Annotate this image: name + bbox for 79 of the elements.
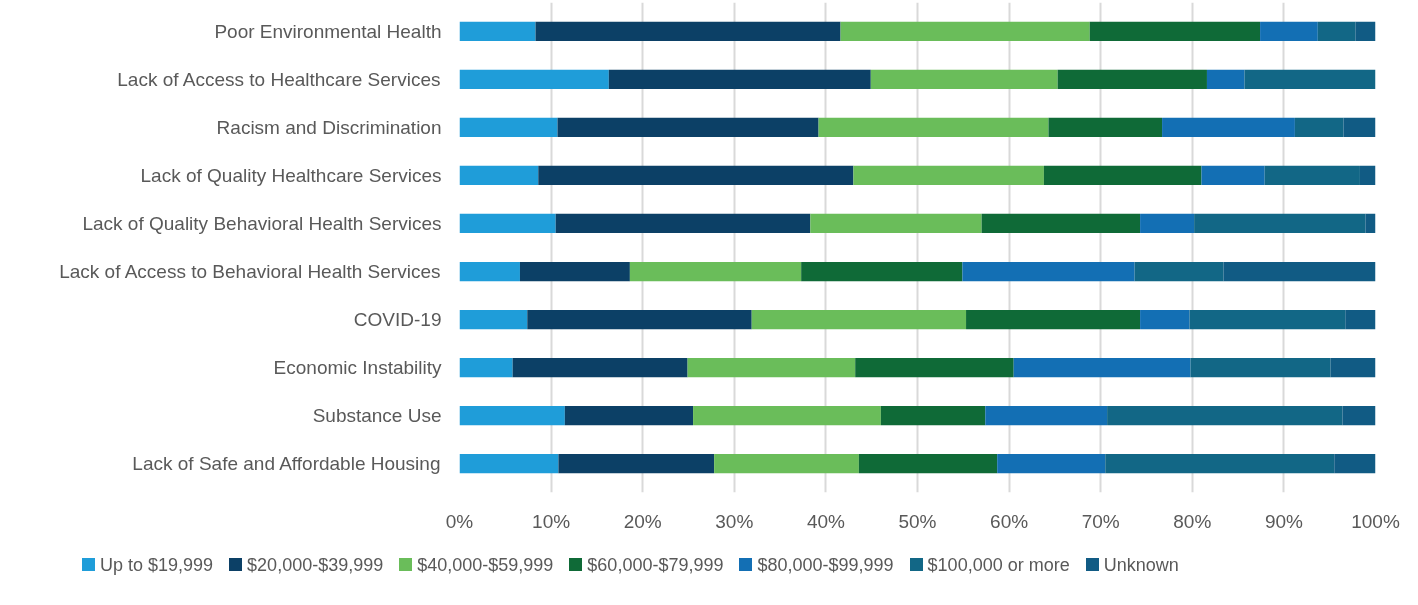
y-tick-label: Lack of Quality Behavioral Health Services [82,212,442,234]
bar [870,69,1058,89]
bar [1244,69,1376,89]
legend-label: $100,000 or more [926,555,1070,575]
y-tick-label: Substance Use [312,405,442,427]
bar [1013,357,1191,378]
x-tick-label: 90% [1264,510,1304,532]
legend-label: $80,000-$99,999 [756,555,894,575]
y-tick-label: Racism and Discrimination [216,116,442,138]
bar [1048,117,1163,138]
x-tick-label: 10% [532,510,571,532]
bar [558,454,715,474]
bar [564,406,694,426]
y-tick-label: Lack of Safe and Affordable Housing [132,453,441,475]
bar [714,454,859,474]
bar [997,454,1106,474]
bar [966,309,1141,330]
x-tick-label: 30% [715,510,754,532]
bar [853,165,1044,186]
x-tick-label: 70% [1081,510,1120,532]
y-tick-label: Lack of Access to Behavioral Health Services [59,261,441,283]
bar [810,213,982,234]
bar [1057,69,1207,89]
bar [962,261,1135,282]
bar [985,406,1108,426]
bar [608,69,871,89]
bar [459,213,556,234]
bar [1140,309,1190,330]
bar [459,357,513,378]
bar [629,261,802,282]
bar [527,309,752,330]
bar [555,213,811,234]
legend-label: Unknown [1102,555,1179,575]
bar [459,454,559,474]
x-tick-label: 100% [1351,510,1400,532]
bar [519,261,630,282]
bar [459,21,536,41]
legend-label: $60,000-$79,999 [586,555,724,575]
bar [459,261,520,282]
bar [1089,21,1261,41]
y-tick-label: Lack of Access to Healthcare Services [117,68,441,90]
bar [801,261,963,282]
legend-label: $20,000-$39,999 [246,555,384,575]
bar [512,357,688,378]
y-tick-label: Poor Environmental Health [214,20,442,42]
bar [855,357,1014,378]
bar [1162,117,1295,138]
bar [459,165,539,186]
bar [459,309,528,330]
legend-label: $40,000-$59,999 [416,555,554,575]
y-tick-label: COVID-19 [353,309,442,331]
bar [535,21,841,41]
x-tick-label: 50% [898,510,937,532]
bar [459,69,609,89]
x-tick-label: 80% [1173,510,1212,532]
bar [557,117,819,138]
bar [538,165,854,186]
x-tick-label: 20% [623,510,662,532]
bar [818,117,1049,138]
y-tick-label: Economic Instability [273,357,442,379]
bar [858,454,998,474]
x-tick-label: 0% [445,510,474,532]
bar [981,213,1141,234]
bar [459,406,565,426]
x-tick-label: 60% [990,510,1029,532]
bar [1043,165,1202,186]
x-tick-label: 40% [806,510,846,532]
bar [459,117,558,138]
y-tick-label: Lack of Quality Healthcare Services [140,164,442,186]
legend-label: Up to $19,999 [99,555,214,575]
bar [1140,213,1195,234]
bar [751,309,967,330]
bar [1206,69,1245,89]
bar [1201,165,1265,186]
bar [687,357,856,378]
bar [840,21,1090,41]
bar [693,406,881,426]
bar [880,406,986,426]
bar [1260,21,1318,41]
